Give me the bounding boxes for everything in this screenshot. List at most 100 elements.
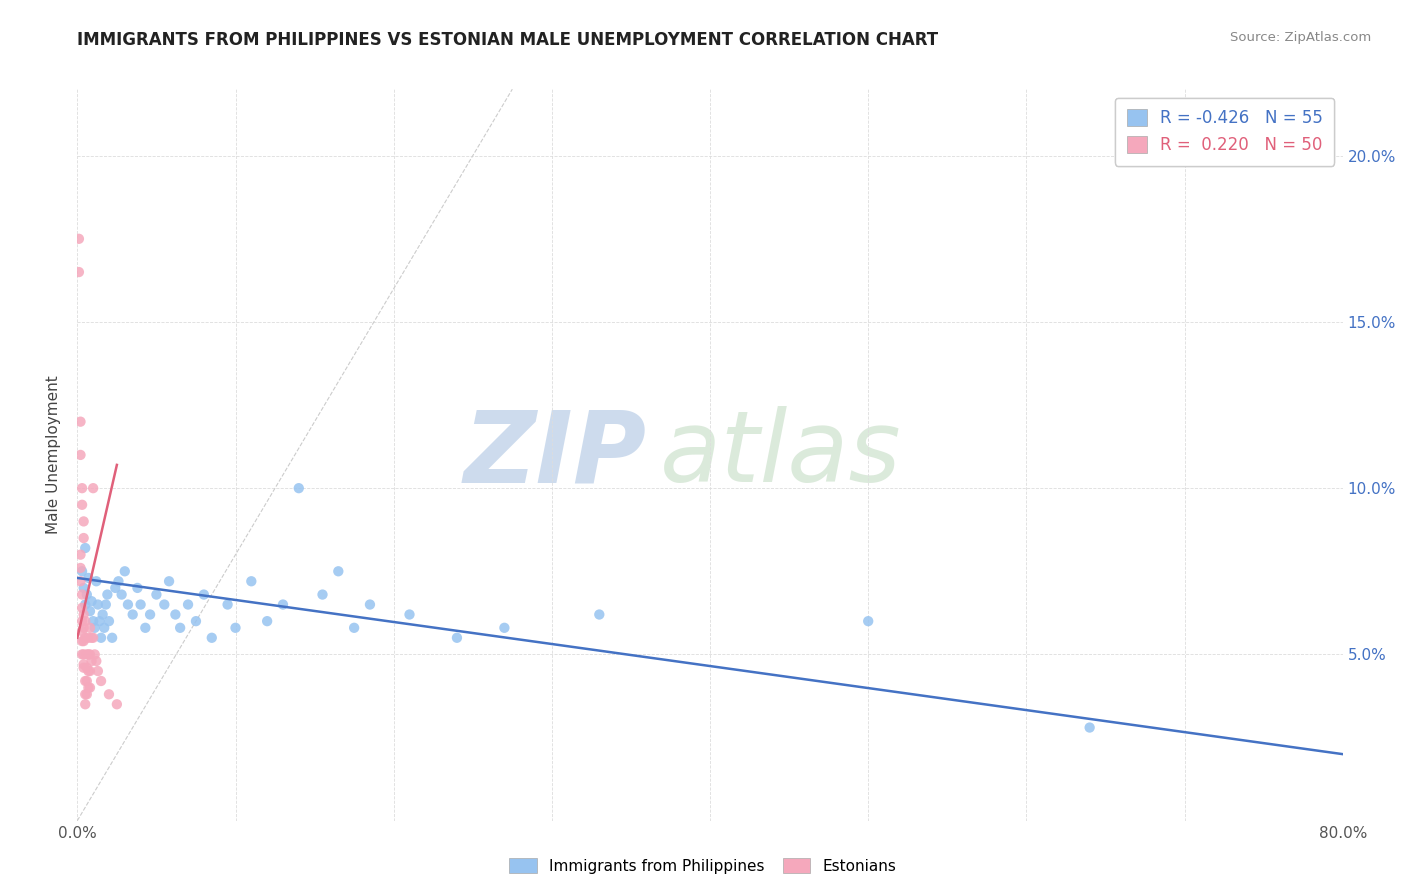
Estonians xyxy=(80,631,103,645)
Estonians xyxy=(70,600,93,615)
Immigrants from Philippines xyxy=(79,604,101,618)
Estonians xyxy=(76,648,98,662)
Immigrants from Philippines xyxy=(111,588,132,602)
Immigrants from Philippines xyxy=(343,621,366,635)
Estonians xyxy=(98,687,120,701)
Estonians xyxy=(70,588,93,602)
Estonians xyxy=(79,681,101,695)
Immigrants from Philippines xyxy=(121,607,143,622)
Estonians xyxy=(86,654,108,668)
Estonians xyxy=(77,681,100,695)
Estonians xyxy=(70,634,93,648)
Immigrants from Philippines xyxy=(80,594,103,608)
Immigrants from Philippines xyxy=(96,588,118,602)
Immigrants from Philippines xyxy=(588,607,610,622)
Immigrants from Philippines xyxy=(288,481,311,495)
Immigrants from Philippines xyxy=(177,598,200,612)
Immigrants from Philippines xyxy=(70,564,93,578)
Immigrants from Philippines xyxy=(193,588,215,602)
Estonians xyxy=(67,232,90,246)
Immigrants from Philippines xyxy=(117,598,139,612)
Text: Source: ZipAtlas.com: Source: ZipAtlas.com xyxy=(1230,31,1371,45)
Estonians xyxy=(69,415,91,429)
Immigrants from Philippines xyxy=(75,598,97,612)
Estonians xyxy=(80,654,103,668)
Estonians xyxy=(76,673,98,688)
Immigrants from Philippines xyxy=(153,598,176,612)
Estonians xyxy=(83,648,105,662)
Immigrants from Philippines xyxy=(77,571,100,585)
Immigrants from Philippines xyxy=(86,574,108,589)
Immigrants from Philippines xyxy=(114,564,136,578)
Estonians xyxy=(82,631,104,645)
Estonians xyxy=(67,265,90,279)
Estonians xyxy=(105,698,128,712)
Estonians xyxy=(73,657,96,672)
Estonians xyxy=(73,634,96,648)
Immigrants from Philippines xyxy=(83,621,105,635)
Immigrants from Philippines xyxy=(98,614,120,628)
Immigrants from Philippines xyxy=(93,621,115,635)
Estonians xyxy=(73,515,96,529)
Immigrants from Philippines xyxy=(145,588,167,602)
Estonians xyxy=(73,661,96,675)
Immigrants from Philippines xyxy=(90,631,112,645)
Estonians xyxy=(79,648,101,662)
Estonians xyxy=(73,648,96,662)
Immigrants from Philippines xyxy=(101,631,124,645)
Immigrants from Philippines xyxy=(184,614,207,628)
Estonians xyxy=(70,614,93,628)
Immigrants from Philippines xyxy=(134,621,156,635)
Estonians xyxy=(75,687,97,701)
Estonians xyxy=(70,648,93,662)
Estonians xyxy=(76,661,98,675)
Y-axis label: Male Unemployment: Male Unemployment xyxy=(46,376,62,534)
Immigrants from Philippines xyxy=(89,614,111,628)
Estonians xyxy=(75,698,97,712)
Estonians xyxy=(69,561,91,575)
Estonians xyxy=(70,481,93,495)
Immigrants from Philippines xyxy=(91,607,114,622)
Immigrants from Philippines xyxy=(256,614,278,628)
Immigrants from Philippines xyxy=(107,574,129,589)
Immigrants from Philippines xyxy=(240,574,263,589)
Estonians xyxy=(69,574,91,589)
Immigrants from Philippines xyxy=(82,614,104,628)
Immigrants from Philippines xyxy=(271,598,294,612)
Estonians xyxy=(70,624,93,639)
Immigrants from Philippines xyxy=(328,564,350,578)
Legend: R = -0.426   N = 55, R =  0.220   N = 50: R = -0.426 N = 55, R = 0.220 N = 50 xyxy=(1115,97,1334,166)
Immigrants from Philippines xyxy=(446,631,468,645)
Estonians xyxy=(90,673,112,688)
Estonians xyxy=(77,631,100,645)
Text: ZIP: ZIP xyxy=(464,407,647,503)
Legend: Immigrants from Philippines, Estonians: Immigrants from Philippines, Estonians xyxy=(503,852,903,880)
Estonians xyxy=(77,648,100,662)
Immigrants from Philippines xyxy=(94,598,117,612)
Estonians xyxy=(79,621,101,635)
Immigrants from Philippines xyxy=(858,614,880,628)
Immigrants from Philippines xyxy=(75,541,97,555)
Immigrants from Philippines xyxy=(225,621,247,635)
Immigrants from Philippines xyxy=(217,598,239,612)
Immigrants from Philippines xyxy=(311,588,333,602)
Estonians xyxy=(70,498,93,512)
Estonians xyxy=(69,448,91,462)
Estonians xyxy=(73,621,96,635)
Immigrants from Philippines xyxy=(104,581,127,595)
Estonians xyxy=(75,631,97,645)
Immigrants from Philippines xyxy=(169,621,191,635)
Immigrants from Philippines xyxy=(157,574,180,589)
Estonians xyxy=(77,664,100,678)
Estonians xyxy=(79,664,101,678)
Estonians xyxy=(73,607,96,622)
Text: atlas: atlas xyxy=(659,407,901,503)
Immigrants from Philippines xyxy=(359,598,381,612)
Immigrants from Philippines xyxy=(76,588,98,602)
Immigrants from Philippines xyxy=(1078,721,1101,735)
Immigrants from Philippines xyxy=(129,598,152,612)
Immigrants from Philippines xyxy=(73,581,96,595)
Estonians xyxy=(76,687,98,701)
Estonians xyxy=(75,673,97,688)
Immigrants from Philippines xyxy=(87,598,110,612)
